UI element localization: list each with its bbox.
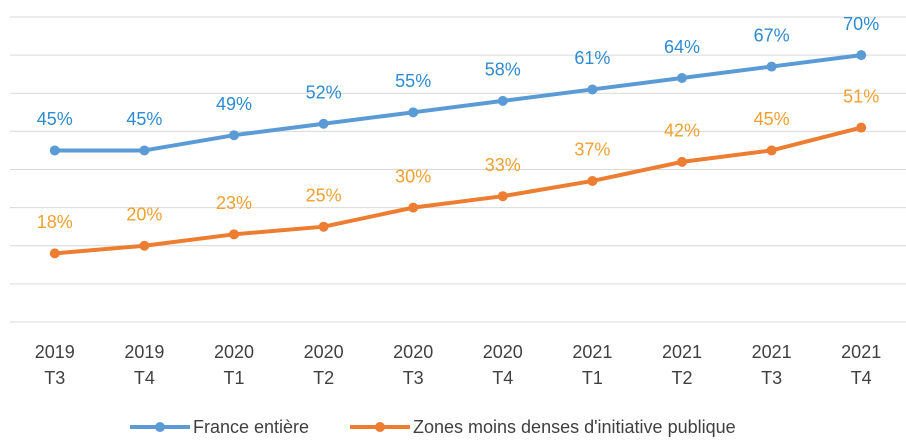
x-tick-label: 2021 T4 [841, 342, 881, 388]
legend-label: Zones moins denses d'initiative publique [413, 417, 736, 437]
data-label: 51% [843, 86, 879, 106]
point [408, 202, 419, 213]
point [318, 118, 329, 129]
point [49, 248, 60, 259]
point [856, 122, 867, 133]
point [766, 145, 777, 156]
point [318, 221, 329, 232]
point [229, 229, 239, 240]
point [677, 156, 687, 167]
data-label: 18% [37, 212, 73, 232]
x-tick-label: 2021 T2 [662, 342, 702, 388]
legend-label: France entière [193, 417, 309, 437]
data-label: 45% [37, 109, 73, 129]
legend-marker [375, 422, 385, 432]
point [497, 191, 508, 202]
data-label: 61% [574, 48, 610, 68]
data-label: 45% [754, 109, 790, 129]
data-label: 64% [664, 37, 700, 57]
data-label: 20% [126, 205, 162, 225]
legend-marker [155, 422, 165, 432]
x-tick-label: 2020 T1 [214, 342, 254, 388]
x-tick-label: 2020 T2 [304, 342, 344, 388]
point [497, 95, 508, 106]
point [766, 61, 777, 72]
point [139, 145, 150, 156]
x-tick-label: 2019 T4 [124, 342, 164, 388]
x-tick-label: 2020 T3 [393, 342, 433, 388]
point [229, 130, 239, 141]
data-label: 30% [395, 166, 431, 186]
point [139, 240, 150, 251]
x-tick-label: 2021 T3 [752, 342, 792, 388]
data-label: 52% [306, 83, 342, 103]
series-line [54, 53, 862, 153]
series-line [54, 125, 862, 256]
x-tick-label: 2021 T1 [572, 342, 612, 388]
point [587, 175, 598, 186]
point [408, 107, 419, 118]
point [856, 50, 867, 61]
data-label: 58% [485, 60, 521, 80]
data-label: 55% [395, 71, 431, 91]
data-label: 25% [306, 185, 342, 205]
data-label: 67% [754, 25, 790, 45]
point [587, 84, 598, 95]
x-tick-label: 2019 T3 [35, 342, 75, 388]
data-label: 42% [664, 121, 700, 141]
data-label: 33% [485, 155, 521, 175]
point [49, 145, 60, 156]
data-label: 37% [574, 140, 610, 160]
point [677, 73, 687, 83]
data-label: 45% [126, 109, 162, 129]
x-tick-label: 2020 T4 [483, 342, 523, 388]
data-label: 23% [216, 193, 252, 213]
data-label: 70% [843, 14, 879, 34]
data-label: 49% [216, 94, 252, 114]
